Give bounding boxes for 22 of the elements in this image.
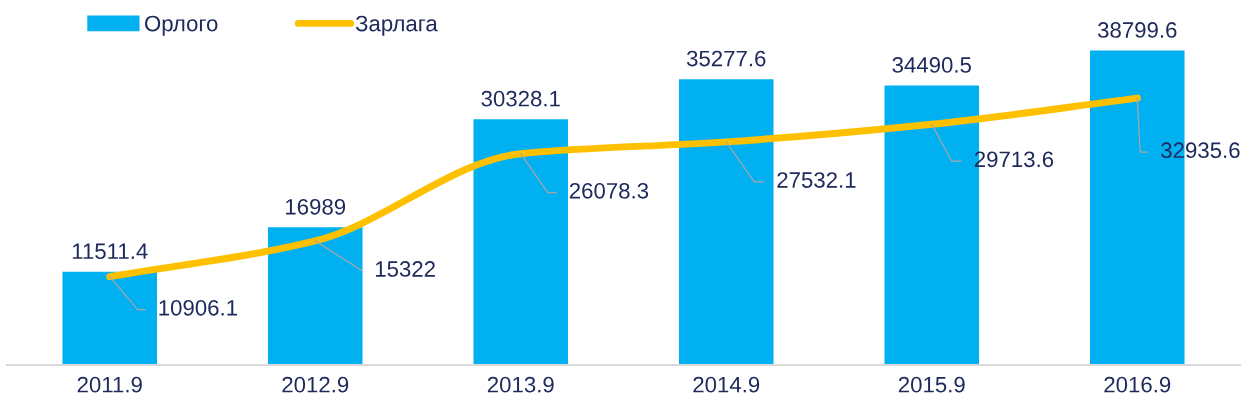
x-tick-label: 2014.9 [693,376,760,393]
bar [678,79,774,366]
legend-label: Орлого [145,15,218,36]
data-label: 38799.6 [1097,22,1177,38]
x-tick-label: 2015.9 [898,376,965,393]
data-label: 15322 [375,261,435,277]
x-tick-label: 2012.9 [282,376,349,393]
data-label: 27532.1 [777,172,856,188]
bar [62,271,157,366]
data-label: 16989 [286,198,346,215]
legend-label: Зарлага [355,15,438,36]
data-label: 35277.6 [686,50,766,67]
data-label: 26078.3 [569,182,649,199]
x-tick-label: 2016.9 [1104,376,1171,393]
bar [473,119,569,366]
x-tick-label: 2011.9 [77,376,142,393]
bar [267,227,363,366]
data-label: 11511.4 [72,243,148,260]
data-label: 30328.1 [481,90,560,107]
data-label: 10906.1 [159,299,237,316]
x-tick-label: 2013.9 [487,376,554,393]
data-label: 34490.5 [892,57,971,73]
